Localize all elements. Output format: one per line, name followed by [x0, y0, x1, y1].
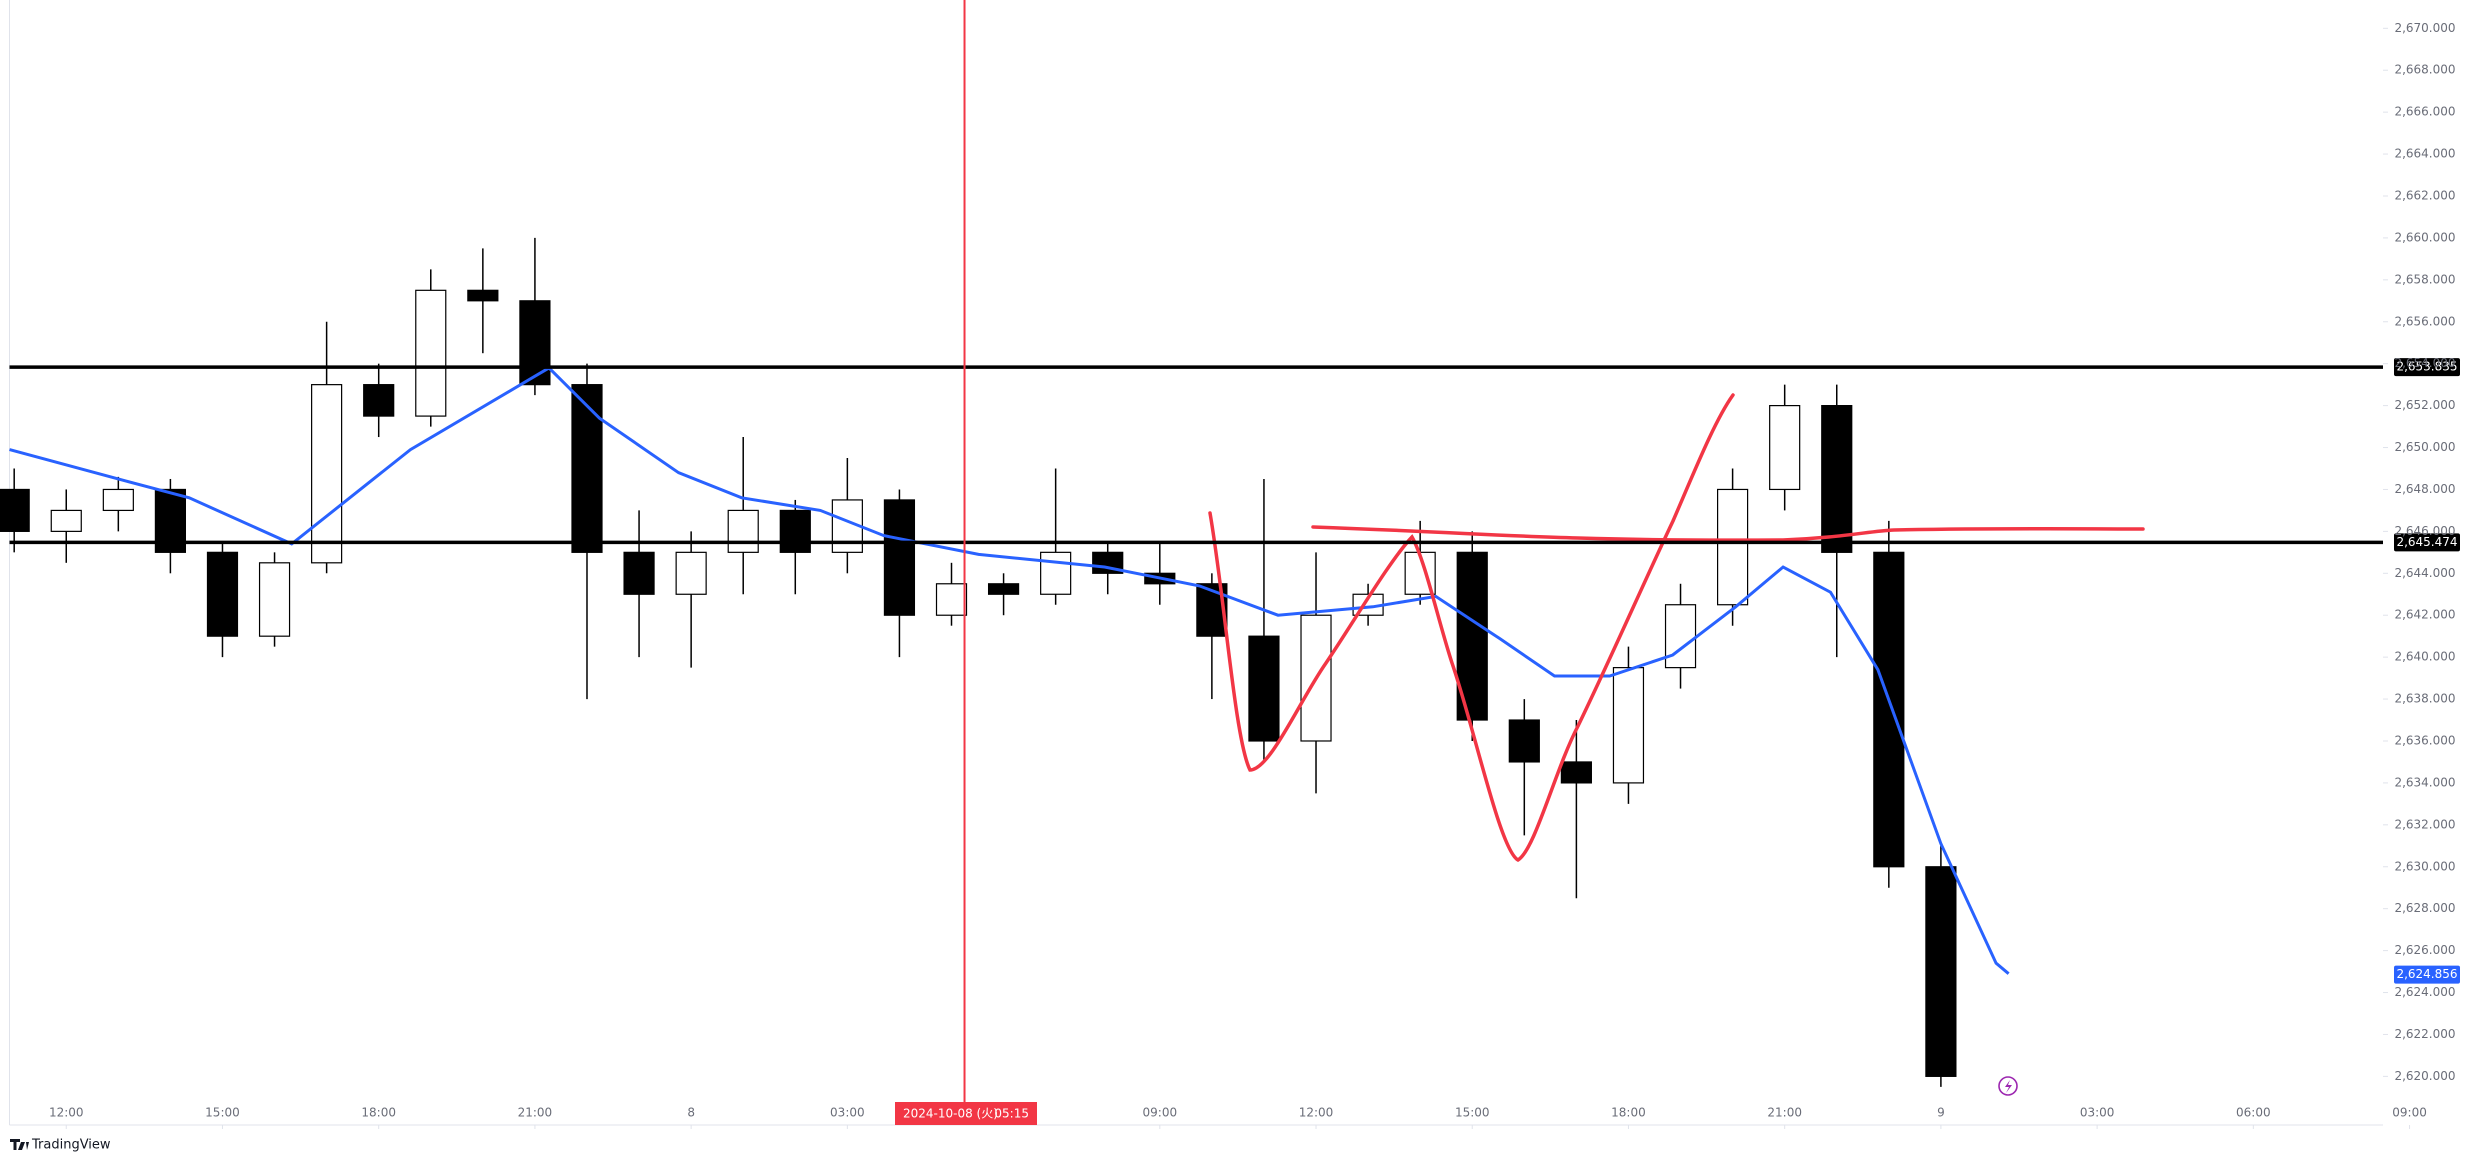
candle-body — [102, 488, 134, 512]
moving-average — [9, 366, 2010, 975]
candle-body — [1925, 866, 1957, 1077]
watermark: TradingView — [31, 1138, 111, 1153]
y-tick-label: 2,634.000 — [2394, 775, 2455, 789]
y-tick-label: 2,630.000 — [2394, 859, 2455, 873]
crosshair-label-box — [895, 1102, 1037, 1125]
y-tick-label: 2,660.000 — [2394, 230, 2455, 244]
candle-body — [1717, 488, 1749, 606]
price-label: 2,653.835 — [2396, 360, 2457, 374]
candle-body — [1664, 604, 1697, 669]
candle-body — [206, 551, 239, 637]
y-tick-label: 2,666.000 — [2394, 105, 2455, 119]
candle-body — [50, 509, 82, 532]
x-tick-label: 15:00 — [205, 1106, 240, 1120]
x-tick-label: 8 — [687, 1106, 695, 1120]
y-tick-label: 2,662.000 — [2394, 188, 2455, 202]
candle-body — [363, 384, 395, 417]
x-tick-label: 18:00 — [1611, 1106, 1646, 1120]
flash-icon[interactable] — [1998, 1076, 2018, 1096]
candle-body — [1560, 761, 1592, 784]
y-tick-label: 2,642.000 — [2394, 608, 2455, 622]
y-tick-label: 2,632.000 — [2394, 817, 2455, 831]
candle-body — [727, 509, 759, 553]
logo: TradingView — [10, 1138, 111, 1153]
x-tick-label: 03:00 — [2080, 1106, 2115, 1120]
y-tick-label: 2,650.000 — [2394, 440, 2455, 454]
y-tick-label: 2,640.000 — [2394, 650, 2455, 664]
x-tick-label: 18:00 — [361, 1106, 396, 1120]
candle-body — [1040, 551, 1072, 595]
candle-body — [415, 289, 447, 417]
overlay: 2,653.835 2,645.474 2,624.856 2024-10-08 (火… — [9, 0, 2460, 1125]
candle-body — [1508, 719, 1540, 763]
last-price-box — [2394, 965, 2460, 984]
price-label: 2,645.474 — [2396, 535, 2457, 549]
candle-body — [1821, 405, 1853, 553]
x-tick-label: 06:00 — [2236, 1106, 2271, 1120]
y-tick-label: 2,638.000 — [2394, 692, 2455, 706]
y-tick-label: 2,624.000 — [2394, 985, 2455, 999]
drawings — [1208, 393, 2145, 863]
crosshair-time: 05:15 — [994, 1107, 1029, 1121]
y-tick-label: 2,656.000 — [2394, 314, 2455, 328]
candle-body — [883, 499, 916, 616]
x-tick-label: 21:00 — [1767, 1106, 1802, 1120]
candle-body — [623, 551, 655, 595]
neckline — [1311, 525, 2145, 542]
crosshair-date: 2024-10-08 (火) — [903, 1107, 998, 1121]
y-tick-label: 2,646.000 — [2394, 524, 2455, 538]
y-tick-label: 2,622.000 — [2394, 1027, 2455, 1041]
candle-body — [571, 384, 603, 553]
y-tick-label: 2,636.000 — [2394, 733, 2455, 747]
y-tick-label: 2,626.000 — [2394, 943, 2455, 957]
x-tick-label: 12:00 — [49, 1106, 84, 1120]
candle-body — [1873, 551, 1905, 868]
candle-body — [467, 289, 499, 302]
y-tick-label: 2,644.000 — [2394, 566, 2455, 580]
candle-body — [1769, 405, 1801, 491]
plot-area — [0, 237, 2010, 1087]
price-label-box — [2394, 358, 2460, 377]
candle-body — [675, 551, 707, 595]
candle-body — [0, 488, 30, 532]
x-tick-label: 9 — [1937, 1106, 1945, 1120]
y-tick-label: 2,652.000 — [2394, 398, 2455, 412]
y-tick-label: 2,664.000 — [2394, 147, 2455, 161]
x-tick-label: 09:00 — [1143, 1106, 1178, 1120]
y-tick-label: 2,648.000 — [2394, 482, 2455, 496]
y-tick-label: 2,620.000 — [2394, 1069, 2455, 1083]
candle-body — [779, 509, 811, 553]
candle-body — [1612, 667, 1645, 784]
price-label-box — [2394, 533, 2460, 552]
last-price-label: 2,624.856 — [2396, 967, 2457, 981]
candle-body — [311, 384, 343, 564]
candle-body — [258, 562, 291, 637]
candle-body — [935, 583, 968, 616]
x-tick-label: 15:00 — [1455, 1106, 1490, 1120]
candle-body — [519, 300, 551, 386]
candle-body — [1248, 635, 1280, 742]
x-tick-label: 12:00 — [1299, 1106, 1334, 1120]
candle-body — [987, 583, 1020, 595]
x-tick-label: 03:00 — [830, 1106, 865, 1120]
x-tick-label: 21:00 — [518, 1106, 553, 1120]
pattern-line — [1208, 393, 1735, 863]
y-tick-label: 2,658.000 — [2394, 272, 2455, 286]
y-tick-label: 2,654.000 — [2394, 356, 2455, 370]
y-tick-label: 2,670.000 — [2394, 21, 2455, 35]
y-tick-label: 2,628.000 — [2394, 901, 2455, 915]
y-tick-label: 2,668.000 — [2394, 63, 2455, 77]
x-tick-label: 09:00 — [2392, 1106, 2427, 1120]
